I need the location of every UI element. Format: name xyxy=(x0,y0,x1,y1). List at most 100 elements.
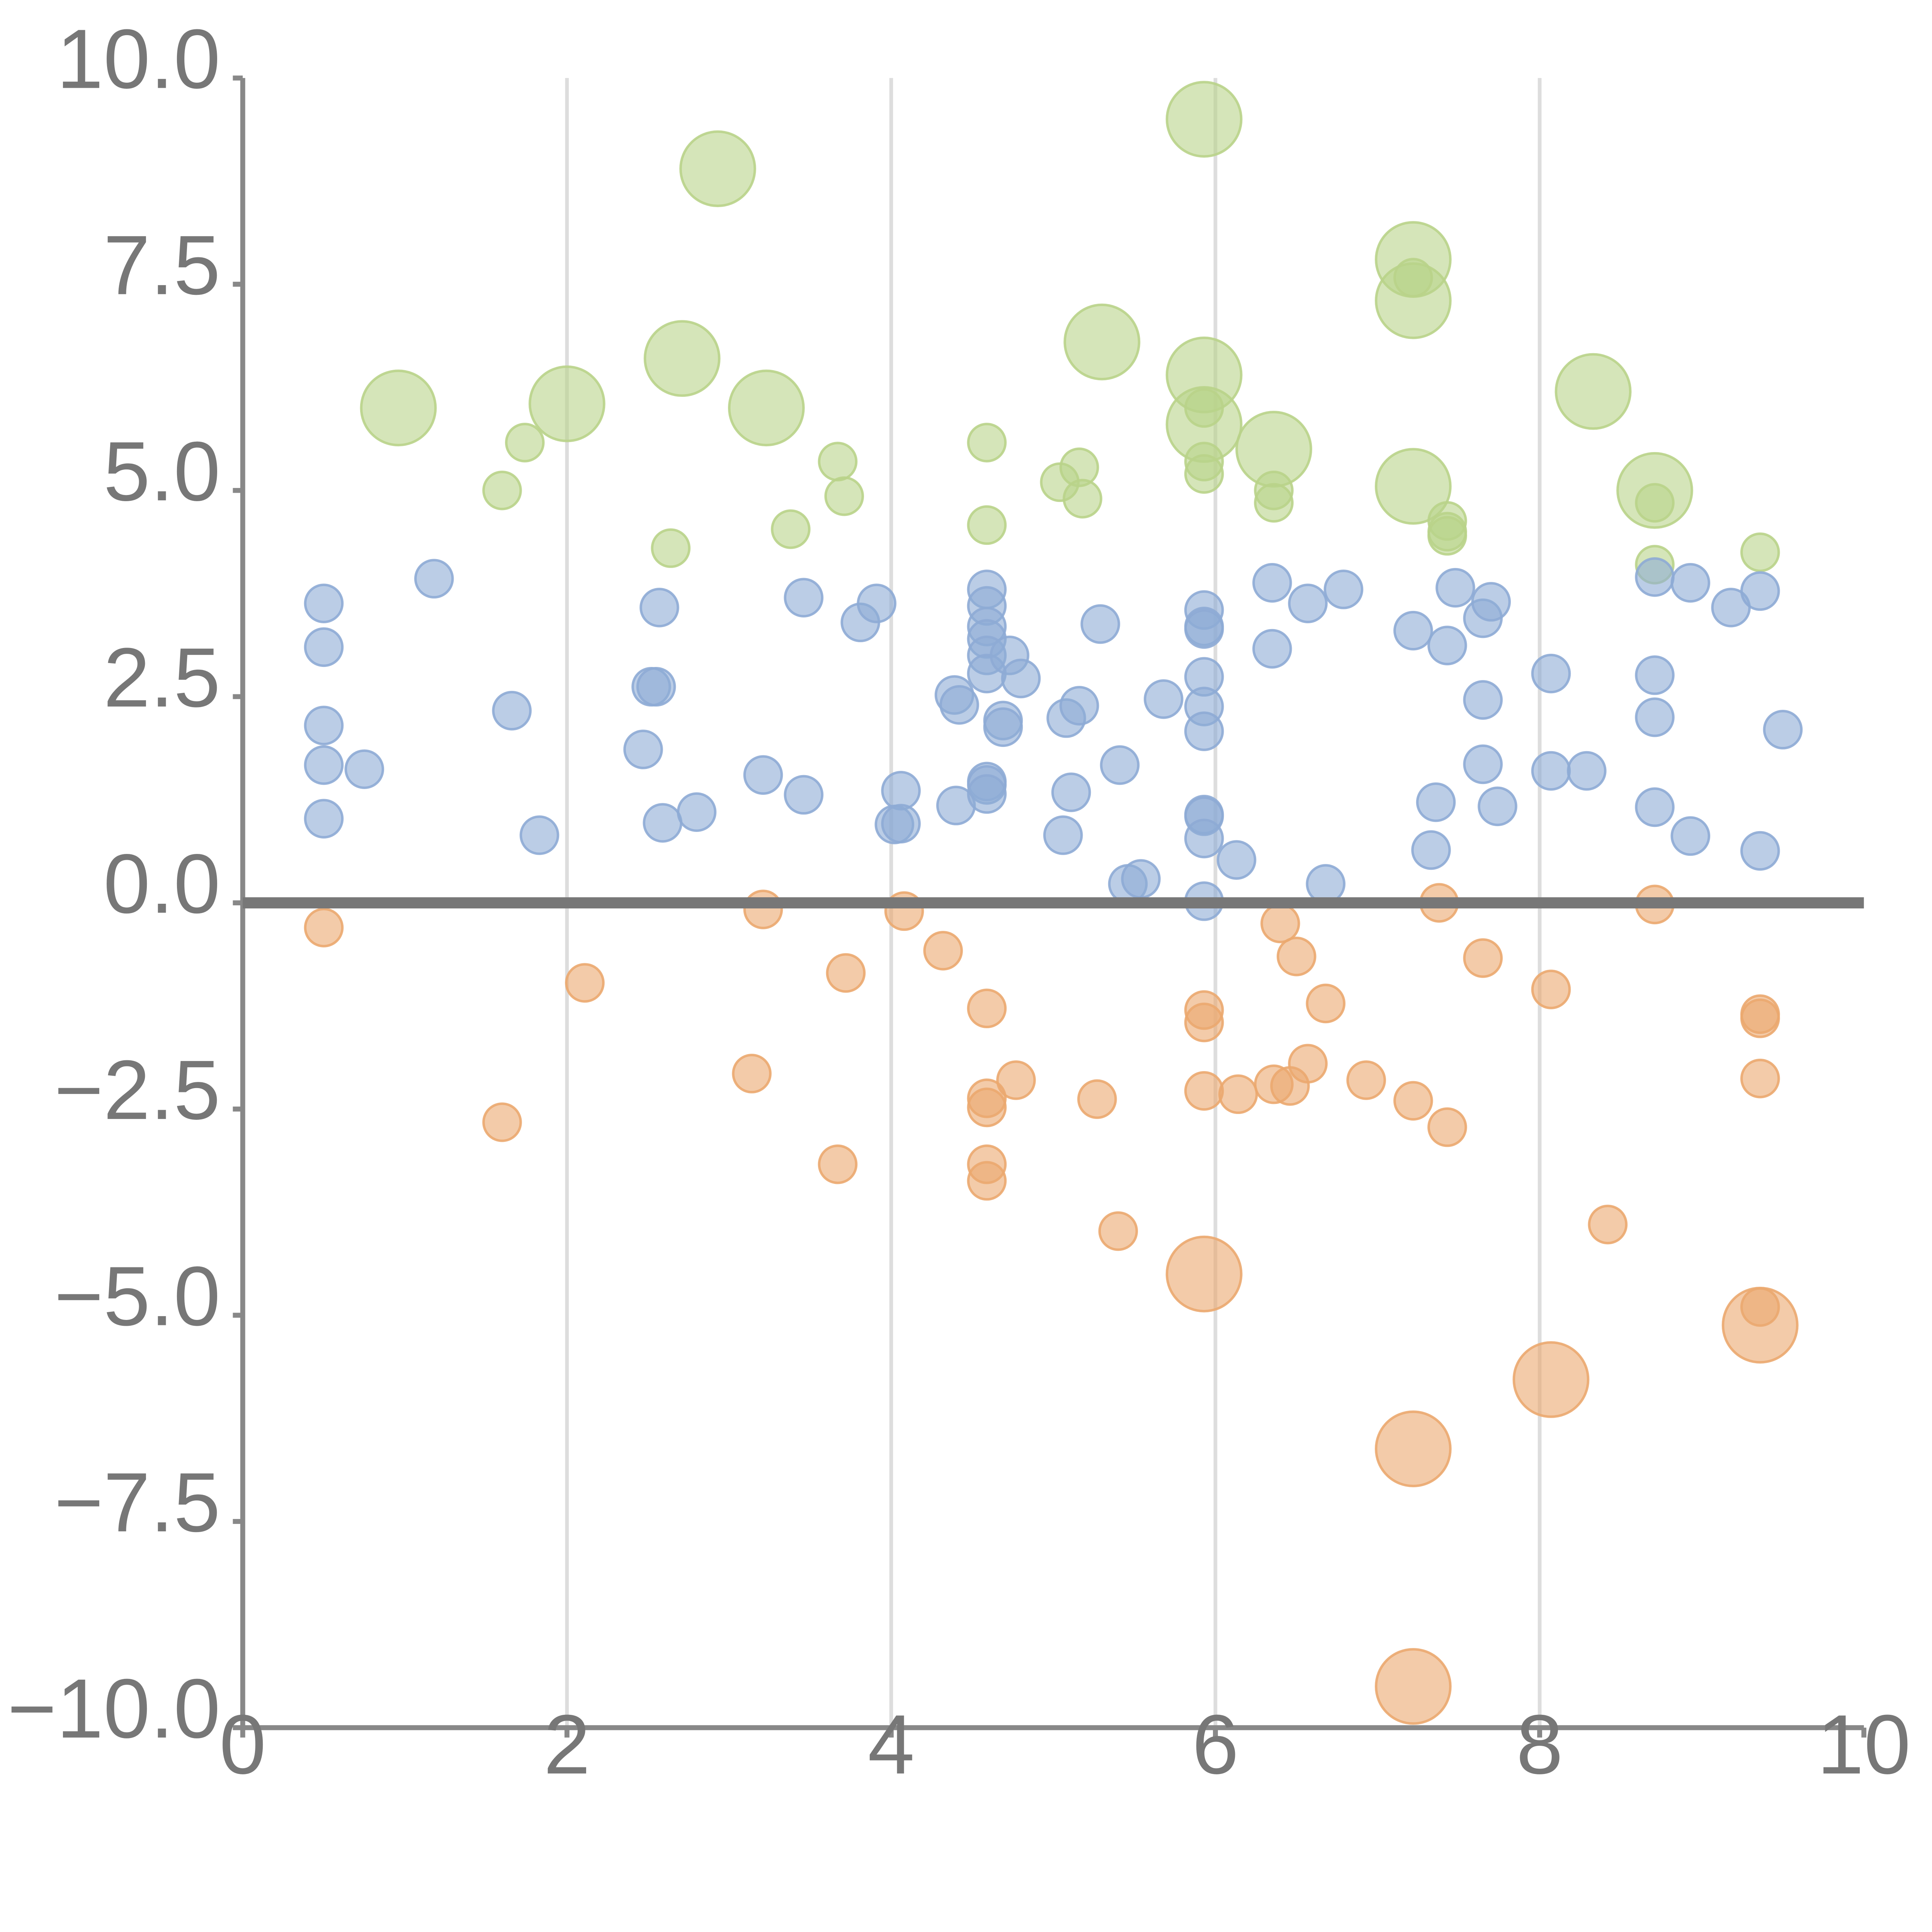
blue-data-point[interactable] xyxy=(623,730,663,769)
blue-data-point[interactable] xyxy=(1184,711,1224,751)
orange-data-point[interactable] xyxy=(1375,1648,1452,1725)
green-data-point[interactable] xyxy=(824,476,864,516)
orange-data-point[interactable] xyxy=(1277,937,1316,976)
blue-data-point[interactable] xyxy=(304,627,344,667)
blue-data-point[interactable] xyxy=(1121,859,1161,899)
orange-data-point[interactable] xyxy=(1260,903,1300,944)
orange-data-point[interactable] xyxy=(1531,969,1571,1009)
green-data-point[interactable] xyxy=(1393,258,1433,298)
green-data-point[interactable] xyxy=(505,423,545,463)
blue-data-point[interactable] xyxy=(784,775,824,815)
blue-data-point[interactable] xyxy=(1059,686,1099,726)
orange-data-point[interactable] xyxy=(1512,1341,1590,1418)
blue-data-point[interactable] xyxy=(967,774,1007,814)
blue-data-point[interactable] xyxy=(304,706,344,745)
orange-data-point[interactable] xyxy=(996,1060,1036,1100)
orange-data-point[interactable] xyxy=(967,988,1007,1029)
blue-data-point[interactable] xyxy=(1478,786,1517,827)
blue-data-point[interactable] xyxy=(1416,782,1456,822)
blue-data-point[interactable] xyxy=(677,792,717,832)
blue-data-point[interactable] xyxy=(1531,653,1571,694)
blue-data-point[interactable] xyxy=(881,804,921,844)
blue-data-point[interactable] xyxy=(1184,609,1224,649)
green-data-point[interactable] xyxy=(1063,479,1102,519)
blue-data-point[interactable] xyxy=(1670,816,1711,856)
blue-data-point[interactable] xyxy=(1323,570,1364,609)
blue-data-point[interactable] xyxy=(1567,751,1607,791)
blue-data-point[interactable] xyxy=(1670,563,1711,603)
green-data-point[interactable] xyxy=(967,505,1007,545)
orange-data-point[interactable] xyxy=(1346,1060,1386,1100)
blue-data-point[interactable] xyxy=(492,690,532,731)
green-data-point[interactable] xyxy=(1375,448,1452,525)
blue-data-point[interactable] xyxy=(639,588,679,628)
orange-data-point[interactable] xyxy=(1375,1410,1452,1488)
green-data-point[interactable] xyxy=(482,470,522,510)
green-data-point[interactable] xyxy=(1427,516,1467,556)
orange-data-point[interactable] xyxy=(1306,983,1346,1024)
blue-data-point[interactable] xyxy=(939,685,979,725)
blue-data-point[interactable] xyxy=(1080,604,1120,644)
blue-data-point[interactable] xyxy=(1100,745,1140,785)
blue-data-point[interactable] xyxy=(304,745,344,785)
blue-data-point[interactable] xyxy=(1306,864,1346,904)
orange-data-point[interactable] xyxy=(732,1054,772,1094)
blue-data-point[interactable] xyxy=(1740,831,1780,871)
green-data-point[interactable] xyxy=(1740,532,1780,572)
blue-data-point[interactable] xyxy=(1216,840,1257,880)
green-data-point[interactable] xyxy=(651,528,691,568)
orange-data-point[interactable] xyxy=(1463,938,1503,978)
orange-data-point[interactable] xyxy=(1393,1081,1433,1121)
blue-data-point[interactable] xyxy=(1184,818,1224,859)
blue-data-point[interactable] xyxy=(743,755,783,795)
orange-data-point[interactable] xyxy=(923,931,963,971)
blue-data-point[interactable] xyxy=(643,803,683,843)
blue-data-point[interactable] xyxy=(1043,815,1083,855)
blue-data-point[interactable] xyxy=(1635,787,1675,827)
orange-data-point[interactable] xyxy=(565,963,605,1003)
orange-data-point[interactable] xyxy=(743,889,783,929)
blue-data-point[interactable] xyxy=(1435,568,1475,608)
blue-data-point[interactable] xyxy=(1252,629,1292,669)
green-data-point[interactable] xyxy=(1184,454,1224,494)
blue-data-point[interactable] xyxy=(1740,571,1780,611)
orange-data-point[interactable] xyxy=(1077,1079,1117,1119)
orange-data-point[interactable] xyxy=(1721,1287,1799,1364)
orange-data-point[interactable] xyxy=(1588,1204,1628,1245)
blue-data-point[interactable] xyxy=(1001,658,1041,699)
green-data-point[interactable] xyxy=(679,130,756,207)
blue-data-point[interactable] xyxy=(784,578,824,618)
blue-data-point[interactable] xyxy=(1252,563,1292,603)
green-data-point[interactable] xyxy=(1165,81,1243,158)
green-data-point[interactable] xyxy=(1635,483,1675,523)
blue-data-point[interactable] xyxy=(414,559,454,599)
green-data-point[interactable] xyxy=(528,365,605,442)
blue-data-point[interactable] xyxy=(1635,697,1675,737)
orange-data-point[interactable] xyxy=(1165,1235,1243,1313)
orange-data-point[interactable] xyxy=(1288,1044,1328,1084)
green-data-point[interactable] xyxy=(643,320,721,397)
blue-data-point[interactable] xyxy=(1763,709,1803,750)
blue-data-point[interactable] xyxy=(1051,772,1091,812)
blue-data-point[interactable] xyxy=(1393,611,1433,651)
blue-data-point[interactable] xyxy=(519,815,560,855)
blue-data-point[interactable] xyxy=(1531,751,1571,791)
blue-data-point[interactable] xyxy=(1463,744,1503,784)
orange-data-point[interactable] xyxy=(482,1102,522,1142)
orange-data-point[interactable] xyxy=(818,1144,858,1184)
orange-data-point[interactable] xyxy=(1740,1058,1780,1099)
orange-data-point[interactable] xyxy=(1740,998,1780,1038)
blue-data-point[interactable] xyxy=(1635,557,1675,597)
green-data-point[interactable] xyxy=(771,509,811,549)
blue-data-point[interactable] xyxy=(1288,583,1328,623)
green-data-point[interactable] xyxy=(1063,303,1141,381)
green-data-point[interactable] xyxy=(728,369,805,447)
green-data-point[interactable] xyxy=(360,369,437,447)
green-data-point[interactable] xyxy=(818,442,858,481)
blue-data-point[interactable] xyxy=(1427,626,1467,665)
orange-data-point[interactable] xyxy=(967,1087,1007,1128)
blue-data-point[interactable] xyxy=(1635,655,1675,695)
blue-data-point[interactable] xyxy=(1411,830,1451,870)
blue-data-point[interactable] xyxy=(1471,582,1511,622)
green-data-point[interactable] xyxy=(1254,483,1294,523)
